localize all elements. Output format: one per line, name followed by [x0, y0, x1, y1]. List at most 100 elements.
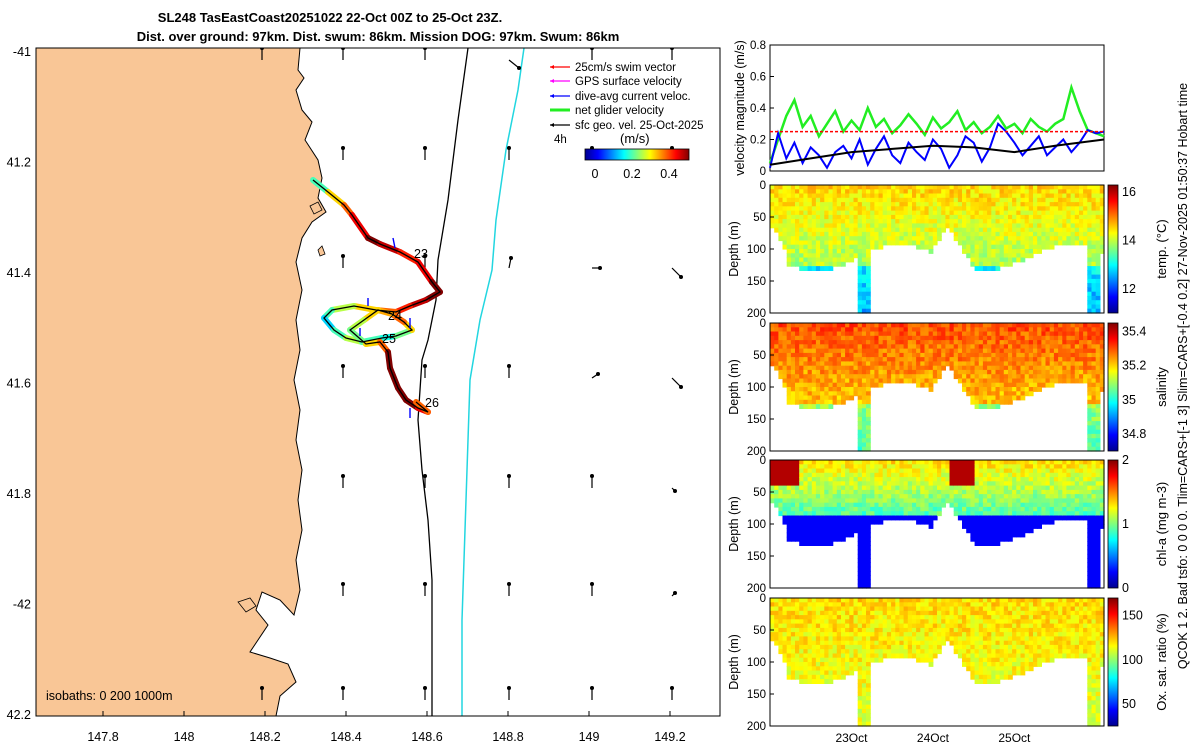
section-cell: [907, 602, 913, 608]
section-cell: [1099, 340, 1105, 345]
section-cell: [874, 511, 880, 517]
geo-arrow-head: [341, 364, 345, 368]
section-cell: [957, 498, 963, 504]
section-cell: [824, 348, 830, 354]
section-cell: [1041, 236, 1047, 242]
section-cell: [886, 644, 892, 650]
section-cell: [987, 502, 992, 508]
section-cell: [891, 219, 896, 224]
section-cell: [870, 602, 875, 608]
section-cell: [820, 335, 825, 341]
section-cell: [895, 219, 901, 224]
section-cell: [1008, 382, 1013, 388]
section-cell: [1033, 524, 1038, 529]
section-cell: [828, 532, 834, 538]
section-cell: [920, 244, 926, 250]
section-cell: [799, 481, 804, 487]
section-cell: [828, 666, 834, 672]
section-cell: [1095, 460, 1101, 465]
section-cell: [920, 202, 926, 207]
section-cell: [991, 532, 997, 538]
section-cell: [1087, 348, 1093, 354]
section-cell: [1037, 365, 1042, 371]
section-cell: [978, 193, 984, 199]
section-cell: [790, 378, 796, 384]
section-cell: [803, 653, 809, 659]
section-cell: [811, 357, 817, 362]
section-cell: [982, 460, 988, 465]
section-cell: [1012, 382, 1017, 388]
section-cell: [1041, 206, 1047, 212]
section-cell: [1087, 399, 1093, 405]
section-cell: [857, 274, 863, 280]
section-cell: [1024, 365, 1030, 371]
section-cell: [824, 223, 830, 229]
section-cell: [886, 602, 892, 608]
section-cell: [1012, 231, 1017, 237]
section-cell: [774, 485, 779, 491]
section-cell: [1074, 468, 1080, 474]
section-cell: [770, 185, 775, 190]
colorbar-tick: 0: [1122, 581, 1129, 595]
section-cell: [1003, 365, 1009, 371]
section-cell: [970, 261, 976, 267]
section-cell: [841, 365, 846, 371]
section-cell: [932, 231, 938, 237]
section-cell: [1095, 446, 1101, 452]
section-cell: [799, 649, 804, 655]
section-cell: [861, 696, 867, 701]
section-cell: [1053, 361, 1059, 367]
section-cell: [932, 460, 938, 465]
section-cell: [828, 240, 834, 246]
section-cell: [874, 472, 880, 478]
section-cell: [1012, 189, 1017, 195]
section-cell: [1012, 528, 1017, 534]
section-cell: [932, 502, 938, 508]
section-cell: [974, 223, 980, 229]
section-cell: [991, 348, 997, 354]
section-cell: [811, 644, 817, 650]
section-cell: [786, 615, 792, 620]
section-cell: [1008, 323, 1013, 328]
section-cell: [857, 615, 863, 620]
section-cell: [891, 223, 896, 229]
section-cell: [882, 615, 888, 620]
section-cell: [849, 357, 855, 362]
section-cell: [849, 189, 855, 195]
section-cell: [828, 640, 834, 646]
section-cell: [786, 515, 792, 521]
section-cell: [836, 323, 842, 328]
section-cell: [1020, 460, 1026, 465]
section-cell: [1041, 515, 1047, 521]
section-cell: [874, 481, 880, 487]
section-cell: [1028, 460, 1034, 465]
section-cell: [1003, 378, 1009, 384]
section-cell: [978, 374, 984, 380]
section-cell: [882, 340, 888, 345]
section-cell: [874, 236, 880, 242]
section-cell: [795, 477, 800, 482]
section-cell: [786, 214, 792, 220]
section-cell: [849, 606, 855, 612]
section-cell: [778, 214, 784, 220]
section-cell: [845, 511, 850, 517]
section-cell: [941, 214, 946, 220]
section-cell: [857, 197, 863, 203]
section-cell: [1003, 468, 1009, 474]
section-cell: [828, 185, 834, 190]
section-cell: [774, 494, 779, 499]
section-cell: [1099, 344, 1105, 350]
section-cell: [815, 615, 821, 620]
section-cell: [987, 395, 992, 401]
section-cell: [882, 378, 888, 384]
section-cell: [1083, 511, 1088, 517]
section-cell: [995, 472, 1001, 478]
section-cell: [874, 361, 880, 367]
section-cell: [916, 361, 921, 367]
section-cell: [849, 244, 855, 250]
section-cell: [770, 485, 775, 491]
section-cell: [924, 193, 930, 199]
section-cell: [899, 481, 905, 487]
section-cell: [970, 357, 976, 362]
section-cell: [803, 464, 809, 470]
